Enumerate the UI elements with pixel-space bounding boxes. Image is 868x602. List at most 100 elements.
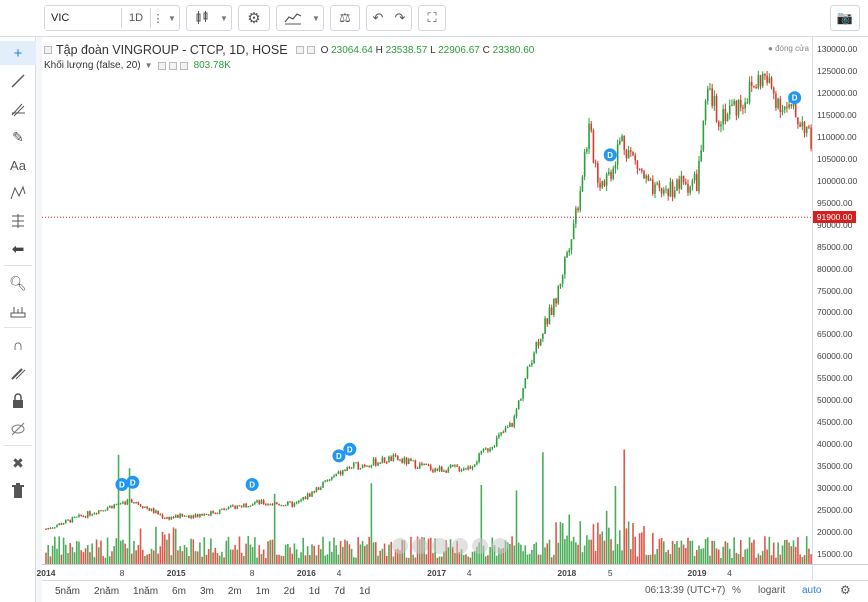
volume-bar bbox=[113, 546, 115, 564]
percent-toggle[interactable]: % bbox=[732, 585, 741, 596]
lock-icon[interactable] bbox=[0, 389, 36, 413]
fullscreen-icon[interactable]: ⛶ bbox=[427, 10, 437, 25]
volume-bar bbox=[370, 483, 373, 564]
text-tool-icon[interactable]: Aa bbox=[10, 157, 26, 173]
range-button[interactable]: 3m bbox=[199, 586, 214, 597]
stay-drawing-icon[interactable] bbox=[0, 361, 36, 385]
volume-bar bbox=[425, 554, 428, 564]
range-button[interactable]: 5năm bbox=[55, 586, 81, 597]
candle-body bbox=[172, 517, 175, 519]
range-button[interactable]: 2m bbox=[227, 586, 242, 597]
price-tick-label: 60000.00 bbox=[817, 351, 853, 362]
dividend-marker[interactable] bbox=[343, 442, 357, 456]
measure-icon[interactable] bbox=[0, 299, 36, 323]
candle-style-button[interactable] bbox=[187, 6, 217, 30]
collapse-legend-icon[interactable] bbox=[44, 46, 52, 54]
range-button[interactable]: 1d bbox=[308, 586, 320, 597]
gear-icon[interactable]: ⚙ bbox=[247, 10, 261, 27]
chevron-down-icon[interactable]: ▼ bbox=[312, 13, 320, 23]
hide-drawings-icon[interactable] bbox=[0, 417, 36, 441]
undo-icon[interactable]: ↶ bbox=[372, 10, 384, 25]
volume-bar bbox=[339, 541, 342, 564]
volume-bar bbox=[357, 537, 359, 564]
trend-line-icon[interactable] bbox=[0, 69, 36, 93]
range-button[interactable]: 1d bbox=[359, 586, 371, 597]
candle-body bbox=[238, 505, 241, 507]
volume-bar bbox=[750, 542, 753, 564]
replay-button[interactable] bbox=[452, 538, 468, 554]
eye-icon[interactable] bbox=[157, 61, 166, 70]
dividend-marker[interactable] bbox=[788, 91, 802, 105]
range-button[interactable]: 6m bbox=[172, 586, 186, 597]
range-button[interactable]: 7d bbox=[333, 586, 346, 597]
dividend-marker[interactable] bbox=[245, 477, 259, 491]
candle-body bbox=[379, 462, 381, 464]
range-button[interactable]: 2d bbox=[283, 586, 295, 597]
dividend-marker[interactable] bbox=[603, 148, 617, 162]
chevron-down-icon[interactable]: ▼ bbox=[220, 13, 228, 23]
tools-icon[interactable]: ✖ bbox=[12, 454, 24, 471]
dividend-marker[interactable] bbox=[115, 477, 129, 491]
candle-body bbox=[73, 516, 76, 518]
auto-toggle[interactable]: auto bbox=[802, 585, 822, 596]
time-axis[interactable]: 20148201582016420174201852019420205 bbox=[37, 564, 837, 580]
settings-mini-icon[interactable] bbox=[306, 46, 315, 54]
pitchfork-icon[interactable] bbox=[0, 97, 36, 121]
candle-body bbox=[168, 517, 170, 520]
settings-mini-icon[interactable] bbox=[168, 61, 177, 70]
candle-body bbox=[546, 318, 549, 325]
range-button[interactable]: 2năm bbox=[94, 586, 120, 597]
arrow-left-icon[interactable]: ⬅ bbox=[11, 241, 25, 258]
replay-button[interactable] bbox=[492, 538, 508, 554]
volume-bar bbox=[498, 547, 500, 564]
trash-icon[interactable] bbox=[0, 479, 36, 503]
log-toggle[interactable]: logarit bbox=[758, 585, 786, 596]
replay-button[interactable] bbox=[432, 538, 448, 554]
replay-button[interactable] bbox=[412, 538, 428, 554]
crosshair-icon[interactable]: + bbox=[0, 41, 36, 65]
candle-body bbox=[772, 87, 775, 94]
volume-bar bbox=[352, 557, 355, 564]
close-icon[interactable] bbox=[179, 61, 188, 70]
indicators-icon[interactable] bbox=[277, 6, 309, 30]
zoom-icon[interactable]: 🔍︎ bbox=[9, 274, 27, 291]
more-intervals-icon[interactable]: ⋮ bbox=[152, 12, 164, 25]
chevron-down-icon[interactable]: ▼ bbox=[168, 13, 176, 23]
candle-body bbox=[89, 511, 91, 516]
range-button[interactable]: 1năm bbox=[133, 586, 159, 597]
volume-bar bbox=[658, 538, 661, 564]
range-button[interactable]: 1m bbox=[255, 586, 270, 597]
interval-selector[interactable]: 1D bbox=[128, 12, 144, 24]
eye-icon[interactable] bbox=[295, 46, 304, 54]
volume-bar bbox=[410, 536, 412, 564]
pattern-icon[interactable] bbox=[0, 181, 36, 205]
replay-button[interactable] bbox=[392, 538, 408, 554]
fibonacci-icon[interactable] bbox=[0, 209, 36, 233]
replay-button[interactable] bbox=[472, 538, 488, 554]
symbol-search-input[interactable] bbox=[45, 6, 121, 30]
candle-body bbox=[289, 501, 291, 503]
dividend-marker[interactable] bbox=[126, 475, 140, 489]
candle-body bbox=[603, 181, 606, 186]
candle-body bbox=[223, 508, 225, 510]
volume-bar bbox=[326, 554, 329, 564]
magnet-icon[interactable]: ∩ bbox=[12, 336, 24, 354]
brush-icon[interactable]: ✎ bbox=[12, 128, 24, 145]
candle-body bbox=[733, 101, 735, 105]
volume-bar bbox=[803, 555, 806, 564]
camera-icon[interactable]: 📷 bbox=[836, 10, 854, 25]
candle-body bbox=[84, 516, 87, 518]
candle-body bbox=[240, 505, 243, 507]
candle-body bbox=[150, 508, 153, 511]
price-scale[interactable]: 130000.00 125000.00 120000.00 115000.00 1100… bbox=[812, 37, 868, 564]
candle-body bbox=[339, 471, 342, 475]
compare-scale-icon[interactable]: ⚖ bbox=[339, 10, 351, 25]
chevron-down-icon[interactable]: ▼ bbox=[144, 61, 153, 70]
dividend-marker[interactable] bbox=[332, 449, 346, 463]
gear-icon[interactable]: ⚙ bbox=[840, 583, 851, 597]
volume-bar bbox=[583, 545, 586, 564]
volume-bar bbox=[309, 555, 311, 564]
redo-icon[interactable]: ↷ bbox=[394, 10, 406, 25]
